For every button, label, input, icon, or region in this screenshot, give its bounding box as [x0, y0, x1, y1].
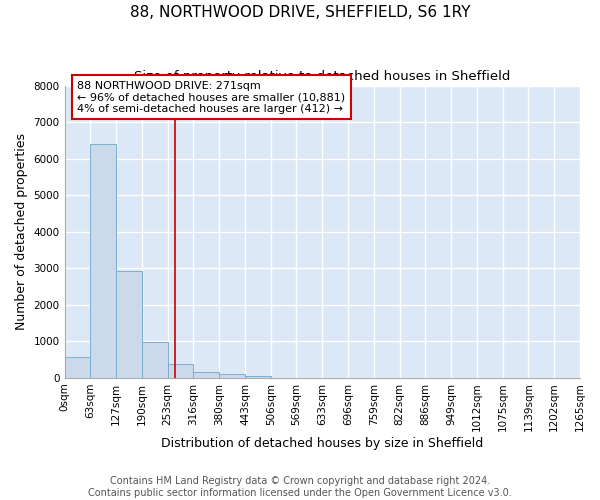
Bar [65, 357, 91, 378]
Bar [219, 374, 245, 378]
Text: 88, NORTHWOOD DRIVE, SHEFFIELD, S6 1RY: 88, NORTHWOOD DRIVE, SHEFFIELD, S6 1RY [130, 5, 470, 20]
Y-axis label: Number of detached properties: Number of detached properties [15, 133, 28, 330]
Bar [116, 271, 142, 378]
Bar [193, 372, 219, 378]
Bar [91, 144, 116, 378]
X-axis label: Distribution of detached houses by size in Sheffield: Distribution of detached houses by size … [161, 437, 484, 450]
Text: 88 NORTHWOOD DRIVE: 271sqm
← 96% of detached houses are smaller (10,881)
4% of s: 88 NORTHWOOD DRIVE: 271sqm ← 96% of deta… [77, 80, 346, 114]
Title: Size of property relative to detached houses in Sheffield: Size of property relative to detached ho… [134, 70, 511, 83]
Bar [142, 342, 167, 378]
Bar [167, 364, 193, 378]
Bar [245, 376, 271, 378]
Text: Contains HM Land Registry data © Crown copyright and database right 2024.
Contai: Contains HM Land Registry data © Crown c… [88, 476, 512, 498]
